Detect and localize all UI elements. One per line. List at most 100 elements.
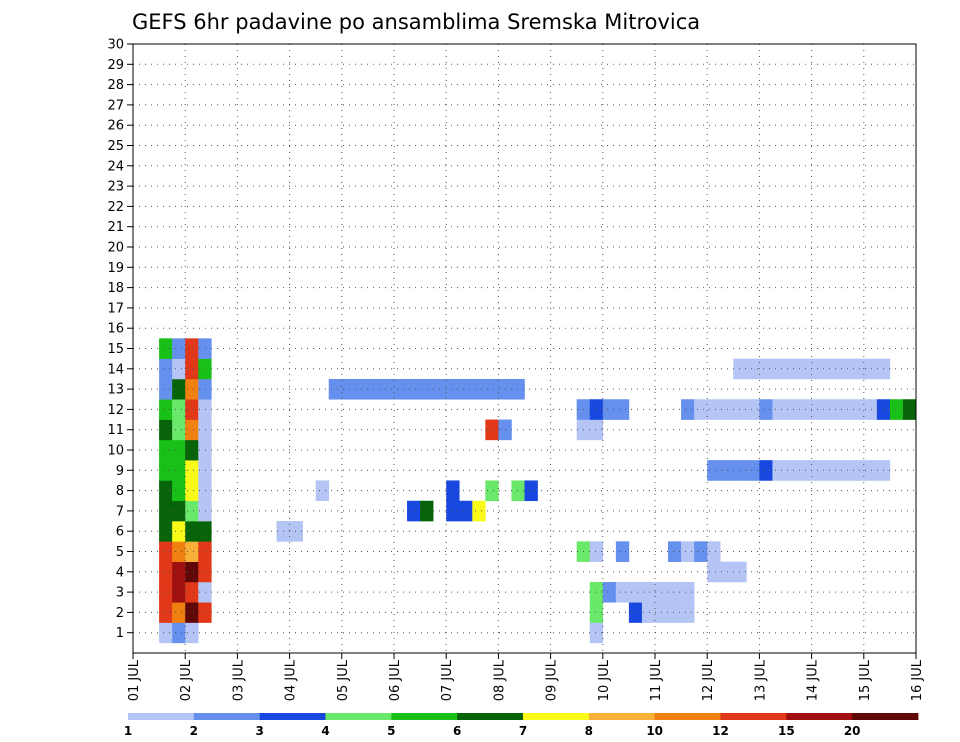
colorbar-label: 8 (585, 724, 593, 738)
heat-cell (159, 561, 173, 583)
heat-cell (172, 521, 186, 542)
colorbar-swatch (128, 713, 195, 720)
heat-cell (159, 419, 173, 441)
heat-cell (615, 581, 630, 603)
heat-cell (615, 399, 630, 420)
heat-cell (668, 581, 682, 603)
heat-cell (185, 439, 199, 461)
heat-cell (902, 399, 917, 420)
y-tick-label: 2 (116, 606, 124, 621)
heat-cell (172, 602, 186, 623)
colorbar-label: 6 (453, 724, 461, 738)
heat-cell (446, 480, 460, 502)
colorbar-label: 5 (387, 724, 395, 738)
heat-cell (172, 419, 186, 441)
colorbar-label: 1 (124, 724, 132, 738)
colorbar-label: 10 (646, 724, 663, 738)
heat-cell (185, 480, 199, 502)
heat-cell (472, 378, 486, 400)
heat-cell (198, 541, 212, 562)
heat-cell (720, 561, 734, 583)
heat-cell (328, 378, 343, 400)
heat-cell (172, 500, 186, 522)
heat-cell (811, 399, 825, 420)
grid-layer (133, 43, 917, 653)
x-tick-label: 10 JUL (597, 659, 612, 701)
heat-cell (759, 358, 773, 380)
heat-cell (589, 541, 604, 562)
y-tick-label: 22 (107, 200, 124, 215)
heat-cell (394, 378, 408, 400)
heat-cell (850, 460, 865, 481)
heat-cell (198, 500, 212, 522)
heat-cell (185, 561, 199, 583)
y-tick-label: 27 (107, 98, 124, 113)
x-tick-label: 16 JUL (910, 659, 925, 701)
cells-layer (159, 338, 917, 644)
heat-cell (172, 378, 186, 400)
heat-cell (159, 338, 173, 359)
heat-cell (824, 460, 838, 481)
heat-cell (159, 521, 173, 542)
y-tick-label: 19 (107, 261, 124, 276)
colorbar-swatch (654, 713, 721, 720)
heat-cell (172, 439, 186, 461)
heat-cell (837, 460, 852, 481)
heat-cell (185, 460, 199, 481)
heat-cell (511, 480, 525, 502)
heat-cell (198, 602, 212, 623)
y-tick-label: 3 (116, 586, 124, 601)
heat-cell (720, 399, 734, 420)
heat-cell (198, 521, 212, 542)
heat-cell (746, 358, 760, 380)
ticks-layer: 1234567891011121314151617181920212223242… (107, 38, 925, 702)
y-tick-label: 10 (107, 444, 124, 459)
heat-cell (185, 419, 199, 441)
heat-cell (159, 480, 173, 502)
colorbar-label: 3 (255, 724, 263, 738)
heat-cell (172, 561, 186, 583)
heat-cell (159, 378, 173, 400)
y-tick-label: 15 (107, 342, 124, 357)
heat-cell (589, 581, 604, 603)
heat-cell (446, 500, 460, 522)
heat-cell (159, 358, 173, 380)
heat-cell (824, 399, 838, 420)
heat-cell (668, 541, 682, 562)
heat-cell (524, 480, 538, 502)
colorbar-swatch (720, 713, 787, 720)
heat-cell (198, 561, 212, 583)
heat-cell (863, 460, 878, 481)
x-tick-label: 11 JUL (649, 659, 664, 701)
heat-cell (772, 399, 786, 420)
heat-cell (668, 602, 682, 623)
heat-cell (681, 399, 695, 420)
heat-cell (172, 581, 186, 603)
y-tick-label: 14 (107, 362, 124, 377)
heat-cell (641, 602, 656, 623)
heat-cell (446, 378, 460, 400)
y-tick-label: 8 (116, 484, 124, 499)
heat-cell (198, 460, 212, 481)
heat-cell (589, 399, 604, 420)
heat-cell (315, 480, 330, 502)
heat-cell (185, 622, 199, 644)
y-tick-label: 21 (107, 220, 124, 235)
heat-cell (746, 399, 760, 420)
heat-cell (172, 338, 186, 359)
heat-cell (863, 358, 878, 380)
heat-cell (837, 358, 852, 380)
heat-cell (159, 622, 173, 644)
heat-cell (289, 521, 303, 542)
colorbar-swatch (325, 713, 392, 720)
heat-cell (615, 541, 630, 562)
x-tick-label: 15 JUL (858, 659, 873, 701)
x-tick-label: 14 JUL (806, 659, 821, 701)
heat-cell (198, 439, 212, 461)
heat-cell (198, 480, 212, 502)
colorbar-swatch (391, 713, 458, 720)
heat-cell (159, 500, 173, 522)
heat-cell (159, 602, 173, 623)
heat-cell (628, 581, 643, 603)
x-tick-label: 04 JUL (284, 659, 299, 701)
